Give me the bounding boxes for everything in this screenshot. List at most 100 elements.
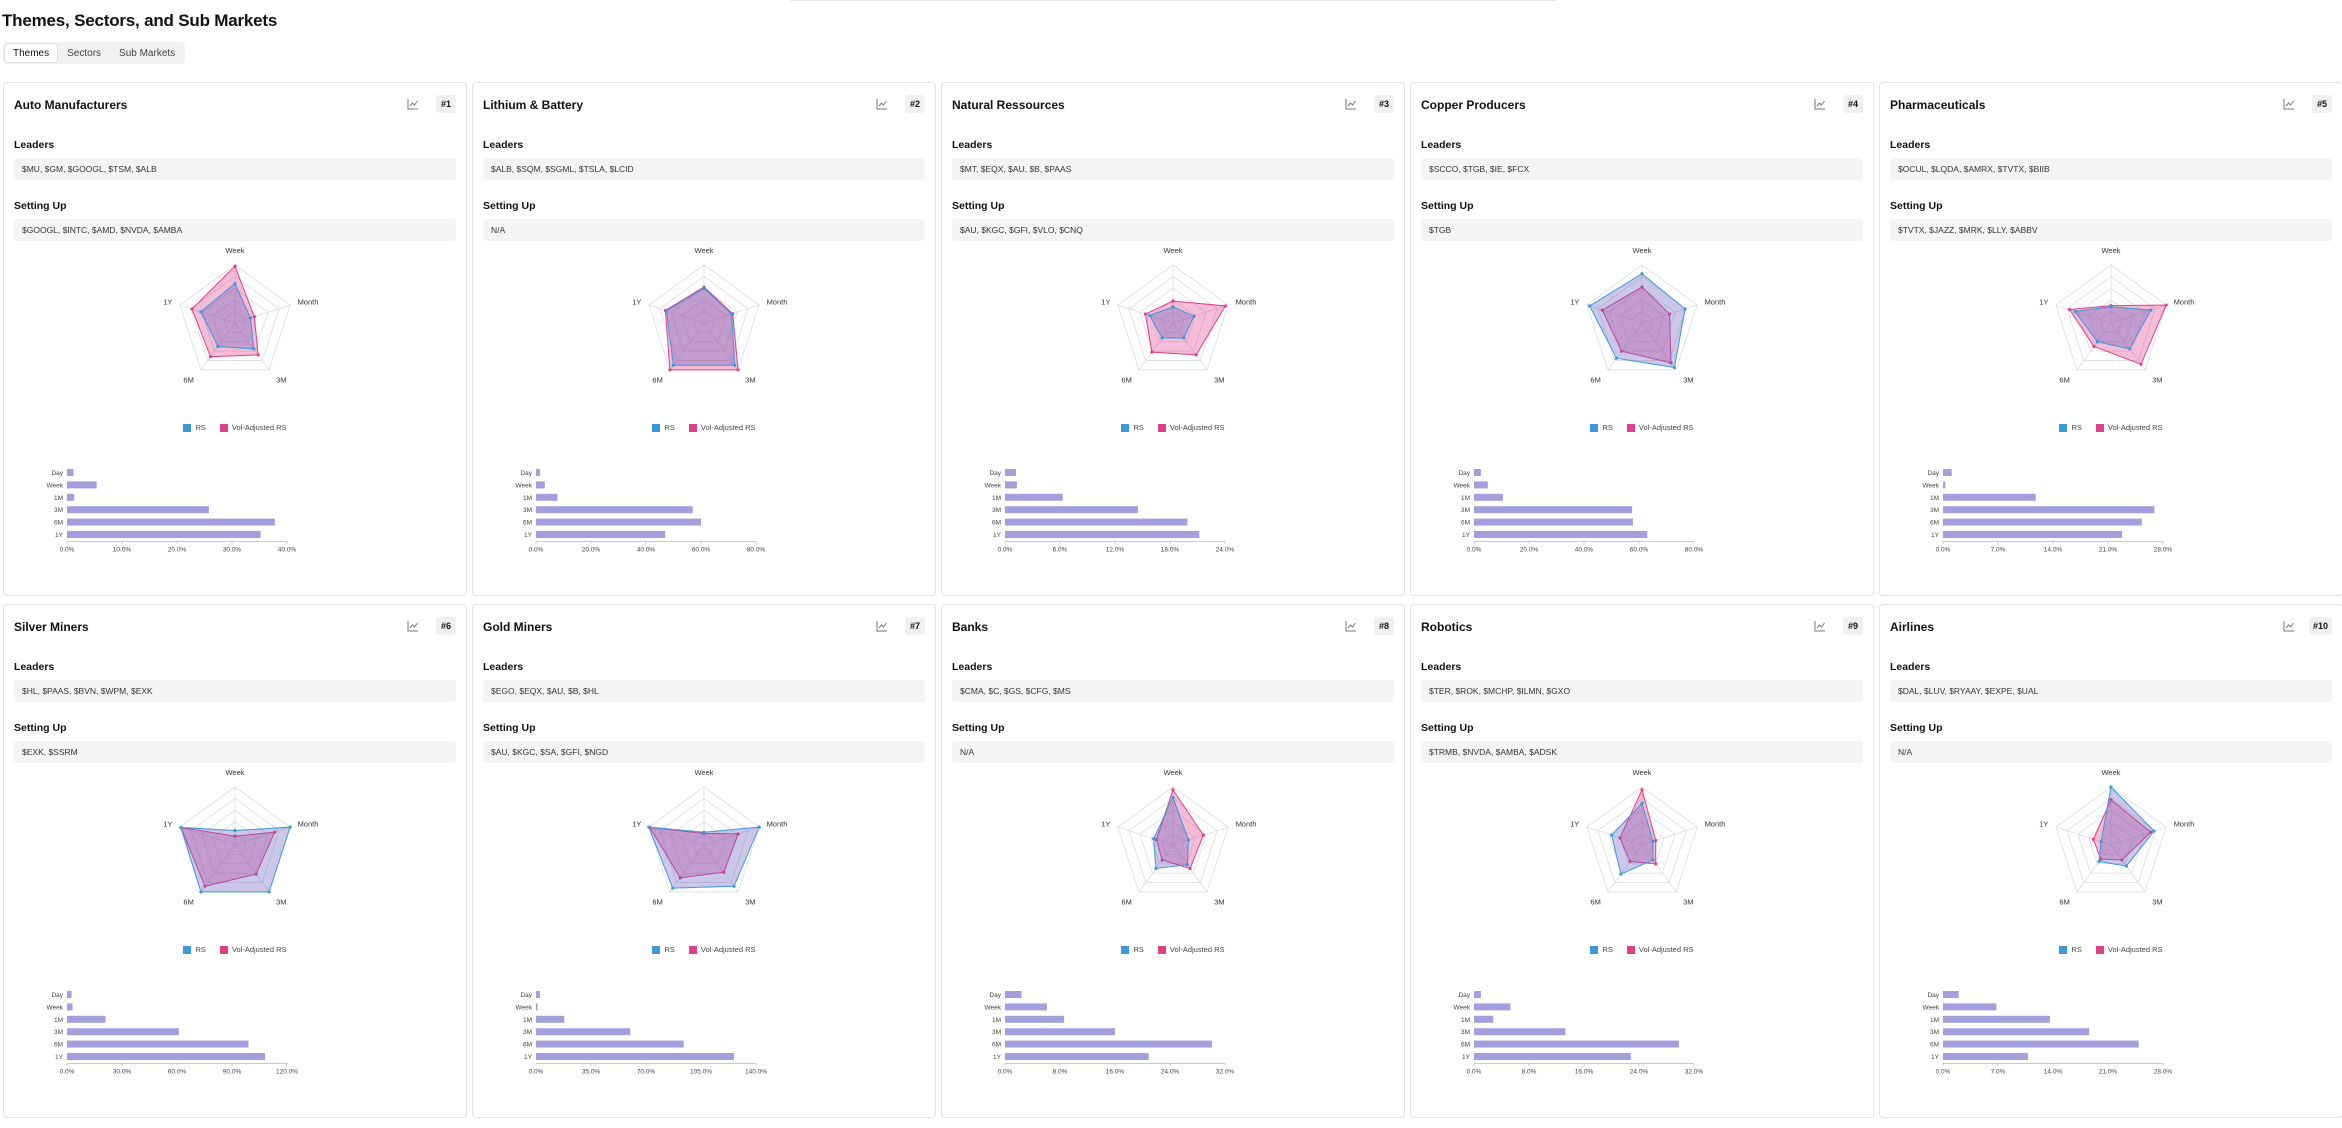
radar-point[interactable]	[179, 825, 183, 830]
radar-point[interactable]	[199, 890, 203, 894]
bar[interactable]	[1005, 493, 1063, 501]
legend-rs[interactable]: RS	[652, 423, 675, 432]
legend-rs[interactable]: RS	[1121, 945, 1144, 954]
bar[interactable]	[1943, 493, 2036, 501]
radar-point[interactable]	[2109, 785, 2113, 789]
radar-point[interactable]	[1143, 312, 1148, 316]
bar[interactable]	[536, 991, 540, 998]
radar-point[interactable]	[1672, 365, 1676, 370]
radar-point[interactable]	[1186, 838, 1191, 842]
bar[interactable]	[1943, 506, 2155, 514]
bar[interactable]	[536, 1028, 631, 1036]
line-chart-icon[interactable]	[406, 619, 420, 633]
radar-point[interactable]	[1614, 356, 1619, 360]
bar[interactable]	[67, 469, 74, 476]
radar-point[interactable]	[254, 872, 258, 876]
radar-point[interactable]	[1150, 350, 1154, 354]
radar-point[interactable]	[1669, 361, 1673, 365]
radar-point[interactable]	[1160, 858, 1164, 862]
bar[interactable]	[536, 469, 541, 476]
bar[interactable]	[536, 1003, 538, 1011]
radar-point[interactable]	[2073, 309, 2077, 313]
bar[interactable]	[1005, 1053, 1149, 1060]
legend-vol-rs[interactable]: Vol-Adjusted RS	[2095, 945, 2163, 954]
radar-series-vol-rs[interactable]	[2068, 304, 2167, 365]
radar-series-rs[interactable]	[648, 826, 760, 889]
radar-point[interactable]	[1154, 866, 1158, 871]
bar[interactable]	[1943, 531, 2123, 538]
bar[interactable]	[1005, 1028, 1115, 1036]
bar[interactable]	[1005, 1015, 1065, 1023]
radar-point[interactable]	[233, 281, 237, 286]
bar[interactable]	[1005, 991, 1022, 998]
bar[interactable]	[536, 1015, 565, 1023]
bar[interactable]	[1005, 469, 1016, 476]
bar[interactable]	[1474, 1028, 1566, 1036]
bar[interactable]	[1474, 481, 1488, 489]
radar-point[interactable]	[1640, 285, 1644, 289]
bar[interactable]	[1474, 469, 1481, 476]
bar[interactable]	[67, 506, 209, 514]
line-chart-icon[interactable]	[1344, 97, 1358, 111]
radar-point[interactable]	[1654, 862, 1658, 866]
radar-series-vol-rs[interactable]	[1144, 300, 1227, 356]
radar-point[interactable]	[1628, 859, 1632, 864]
bar[interactable]	[1943, 518, 2142, 526]
radar-point[interactable]	[722, 870, 726, 874]
bar[interactable]	[1474, 506, 1633, 514]
legend-rs[interactable]: RS	[183, 945, 206, 954]
radar-point[interactable]	[267, 890, 271, 894]
radar-point[interactable]	[733, 363, 737, 367]
legend-vol-rs[interactable]: Vol-Adjusted RS	[1157, 423, 1225, 432]
radar-point[interactable]	[671, 363, 675, 367]
radar-point[interactable]	[2109, 798, 2113, 802]
radar-point[interactable]	[1171, 305, 1175, 309]
radar-point[interactable]	[2091, 837, 2095, 841]
radar-point[interactable]	[668, 368, 672, 372]
legend-vol-rs[interactable]: Vol-Adjusted RS	[1157, 945, 1225, 954]
legend-vol-rs[interactable]: Vol-Adjusted RS	[1626, 945, 1694, 954]
tab-sectors[interactable]: Sectors	[67, 48, 102, 59]
radar-series-rs[interactable]	[180, 826, 291, 893]
radar-series-vol-rs[interactable]	[2092, 798, 2152, 861]
radar-point[interactable]	[1619, 872, 1623, 876]
line-chart-icon[interactable]	[2282, 97, 2296, 111]
radar-point[interactable]	[1194, 353, 1198, 357]
radar-point[interactable]	[1600, 308, 1604, 312]
line-chart-icon[interactable]	[2282, 619, 2296, 633]
radar-series-rs[interactable]	[1588, 273, 1686, 369]
radar-point[interactable]	[2092, 344, 2096, 349]
radar-point[interactable]	[1182, 336, 1186, 340]
bar[interactable]	[67, 518, 275, 526]
radar-point[interactable]	[647, 825, 651, 829]
radar-point[interactable]	[732, 884, 736, 888]
radar-point[interactable]	[208, 355, 213, 359]
bar[interactable]	[1474, 1015, 1494, 1023]
bar[interactable]	[67, 481, 97, 489]
radar-point[interactable]	[1160, 336, 1164, 340]
legend-vol-rs[interactable]: Vol-Adjusted RS	[2095, 423, 2163, 432]
radar-point[interactable]	[1654, 838, 1658, 843]
radar-point[interactable]	[1188, 866, 1192, 871]
line-chart-icon[interactable]	[1344, 619, 1358, 633]
radar-series-rs[interactable]	[1149, 306, 1195, 339]
radar-series-rs[interactable]	[1153, 796, 1189, 870]
legend-rs[interactable]: RS	[183, 423, 206, 432]
bar[interactable]	[1943, 1015, 2050, 1023]
radar-point[interactable]	[252, 347, 256, 351]
radar-point[interactable]	[702, 286, 706, 290]
radar-point[interactable]	[1683, 307, 1687, 311]
radar-point[interactable]	[1152, 837, 1156, 841]
radar-point[interactable]	[1651, 839, 1655, 844]
bar[interactable]	[536, 493, 558, 501]
bar[interactable]	[1474, 1003, 1511, 1011]
legend-vol-rs[interactable]: Vol-Adjusted RS	[688, 423, 756, 432]
radar-point[interactable]	[1618, 836, 1622, 840]
legend-vol-rs[interactable]: Vol-Adjusted RS	[1626, 423, 1694, 432]
tab-sub-markets[interactable]: Sub Markets	[119, 48, 176, 59]
radar-series-vol-rs[interactable]	[1601, 286, 1672, 364]
radar-point[interactable]	[1587, 304, 1592, 308]
radar-point[interactable]	[203, 884, 207, 888]
radar-point[interactable]	[1610, 833, 1614, 837]
radar-series-rs[interactable]	[2074, 306, 2152, 350]
